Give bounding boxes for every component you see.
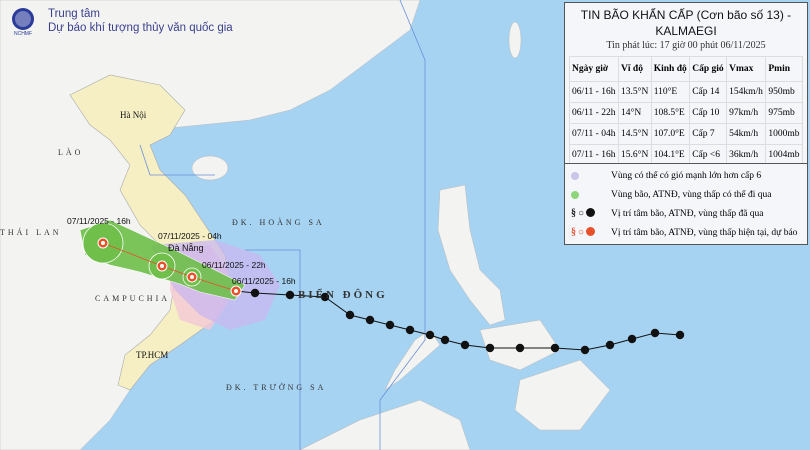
header: NCHMF Trung tâm Dự báo khí tượng thủy vă…	[8, 6, 233, 36]
table-cell: 54km/h	[726, 123, 767, 145]
table-cell: 1000mb	[765, 123, 803, 145]
philippines	[384, 184, 611, 431]
column-header: Kinh độ	[650, 56, 691, 82]
past-position-marker	[320, 292, 330, 302]
past-position-marker	[385, 320, 395, 330]
table-cell: 14°N	[618, 102, 652, 124]
past-position-marker	[605, 340, 615, 350]
table-cell: 107.0°E	[650, 123, 691, 145]
legend-item: Vùng bão, ATNĐ, vùng thấp có thể đi qua	[565, 185, 807, 204]
org-line-2: Dự báo khí tượng thủy văn quốc gia	[48, 22, 233, 34]
label-spratly: ĐK. TRƯỜNG SA	[226, 383, 327, 392]
marker-center	[101, 241, 105, 245]
legend-item: Vùng có thể có gió mạnh lớn hơn cấp 6	[565, 166, 807, 185]
table-row: 06/11 - 22h 14°N 108.5°E Cấp 10 97km/h 975mb	[568, 102, 803, 124]
black-storm-symbols-icon: § ○	[565, 207, 611, 220]
label-hcm: TP.HCM	[136, 350, 169, 360]
forecast-track	[97, 237, 242, 297]
past-position-marker	[460, 340, 470, 350]
past-position-marker	[440, 335, 450, 345]
past-track	[235, 288, 685, 355]
past-position-marker	[550, 343, 560, 353]
purple-dot-icon	[565, 171, 611, 180]
table-cell: 975mb	[765, 102, 803, 124]
table-cell: 13.5°N	[618, 81, 652, 103]
column-header: Cấp gió	[689, 56, 728, 82]
marker-center	[190, 275, 194, 279]
table-cell: 110°E	[650, 81, 691, 103]
taiwan	[508, 21, 522, 59]
label-hanoi: Hà Nội	[120, 110, 147, 120]
nchmf-logo: NCHMF	[12, 8, 34, 36]
past-position-marker	[345, 310, 355, 320]
table-row: 06/11 - 16h 13.5°N 110°E Cấp 14 154km/h 950mb	[568, 81, 803, 103]
legend-label: Vị trí tâm bão, ATNĐ, vùng thấp hiện tại…	[611, 227, 798, 238]
red-storm-symbols-icon: § ○	[565, 226, 611, 239]
legend-item: § ○ Vị trí tâm bão, ATNĐ, vùng thấp đã qua	[565, 204, 807, 223]
past-position-marker	[675, 330, 685, 340]
past-position-marker	[285, 290, 295, 300]
table-cell: Cấp 7	[689, 123, 728, 145]
svg-text:NCHMF: NCHMF	[14, 31, 32, 36]
legend: Vùng có thể có gió mạnh lớn hơn cấp 6 Vùn…	[564, 163, 808, 245]
issued-time: Tin phát lúc: 17 giờ 00 phút 06/11/2025	[606, 40, 766, 51]
marker-center	[234, 289, 238, 293]
past-position-marker	[250, 288, 260, 298]
table-cell: 950mb	[765, 81, 803, 103]
org-line-1: Trung tâm	[48, 8, 100, 20]
time-label: 07/11/2025 - 04h	[158, 231, 222, 241]
legend-label: Vùng bão, ATNĐ, vùng thấp có thể đi qua	[611, 189, 772, 200]
column-header: Ngày giờ	[568, 56, 620, 82]
column-header: Pmin	[765, 56, 803, 82]
past-position-marker	[405, 325, 415, 335]
column-header: Vĩ độ	[618, 56, 652, 82]
label-cambodia: CAMPUCHIA	[95, 294, 171, 303]
legend-label: Vị trí tâm bão, ATNĐ, vùng thấp đã qua	[611, 208, 764, 219]
forecast-track-line	[102, 242, 237, 292]
borneo	[299, 399, 471, 450]
hainan	[191, 155, 229, 181]
forecast-table: Ngày giờ Vĩ độ Kinh độ Cấp gió Vmax Pmin 06/1…	[568, 56, 803, 166]
bulletin-title: TIN BÃO KHẨN CẤP (Cơn bão số 13) -	[580, 8, 792, 22]
table-cell: 36km/h	[726, 144, 767, 166]
past-position-marker	[365, 315, 375, 325]
bulletin-panel: TIN BÃO KHẨN CẤP (Cơn bão số 13) - KALMAE…	[564, 2, 808, 171]
marker-center	[160, 264, 164, 268]
storm-name: KALMAEGI	[655, 24, 717, 38]
label-lao: LÀO	[58, 148, 84, 157]
table-cell: 14.5°N	[618, 123, 652, 145]
column-header: Vmax	[726, 56, 767, 82]
legend-label: Vùng có thể có gió mạnh lớn hơn cấp 6	[611, 170, 762, 181]
time-label: 06/11/2025 - 22h	[202, 260, 266, 270]
past-position-marker	[650, 328, 660, 338]
table-cell: 06/11 - 22h	[568, 102, 620, 124]
table-cell: 108.5°E	[650, 102, 691, 124]
label-east-sea: BIỂN ĐÔNG	[298, 289, 388, 301]
table-cell: Cấp 14	[689, 81, 728, 103]
past-position-marker	[425, 330, 435, 340]
past-position-marker	[580, 345, 590, 355]
past-position-marker	[515, 343, 525, 353]
table-cell: 07/11 - 04h	[568, 123, 620, 145]
boundary-line	[379, 0, 426, 450]
label-danang: Đà Nẵng	[168, 243, 204, 253]
past-position-marker	[627, 334, 637, 344]
table-cell: Cấp 10	[689, 102, 728, 124]
east-sea-boundary	[139, 144, 301, 450]
time-label: 07/11/2025 - 16h	[67, 216, 131, 226]
time-label: 06/11/2025 - 16h	[232, 276, 296, 286]
legend-item: § ○ Vị trí tâm bão, ATNĐ, vùng thấp hiện t…	[565, 223, 807, 242]
table-row: 07/11 - 04h 14.5°N 107.0°E Cấp 7 54km/h 1000m…	[568, 123, 803, 145]
label-paracel: ĐK. HOÀNG SA	[232, 218, 325, 227]
past-position-marker	[485, 343, 495, 353]
green-dot-icon	[565, 190, 611, 199]
table-cell: 97km/h	[726, 102, 767, 124]
table-cell: 06/11 - 16h	[568, 81, 620, 103]
label-thailand: THÁI LAN	[0, 228, 62, 237]
table-cell: 154km/h	[726, 81, 767, 103]
